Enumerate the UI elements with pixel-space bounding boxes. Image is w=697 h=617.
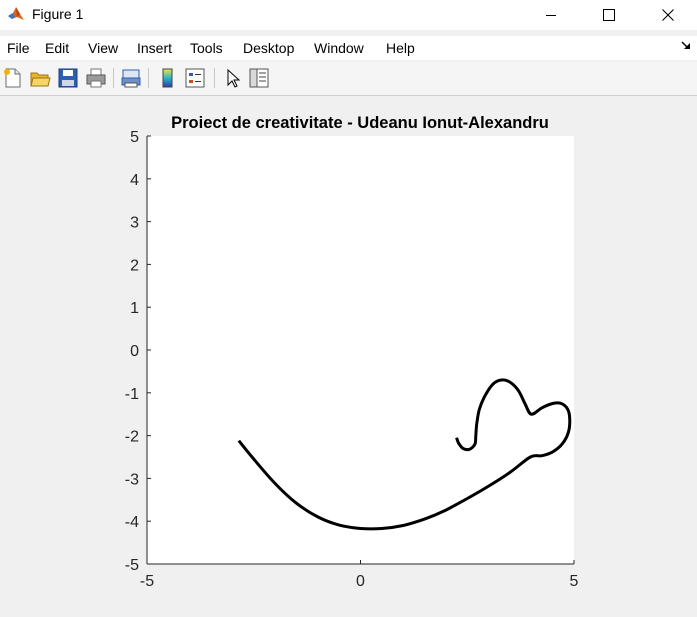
y-tick-label: 2	[130, 257, 139, 274]
axes-area[interactable]	[147, 136, 574, 564]
save-icon[interactable]	[57, 67, 79, 89]
close-button[interactable]	[645, 0, 691, 30]
open-file-icon[interactable]	[29, 67, 51, 89]
chart-title: Proiect de creativitate - Udeanu Ionut-A…	[171, 114, 549, 132]
property-editor-icon[interactable]	[248, 67, 270, 89]
y-tick-label: 4	[130, 172, 139, 189]
window-title: Figure 1	[32, 6, 84, 22]
print-icon[interactable]	[85, 67, 107, 89]
y-tick-label: 1	[130, 300, 139, 317]
select-arrow-icon[interactable]	[222, 67, 244, 89]
y-tick-label: 5	[130, 129, 139, 146]
menu-bar: File Edit View Insert Tools Desktop Wind…	[0, 36, 697, 60]
dock-arrow-icon[interactable]	[681, 40, 693, 52]
menu-tools[interactable]: Tools	[190, 40, 223, 56]
x-tick-label: 0	[356, 573, 365, 590]
title-bar: Figure 1	[0, 0, 697, 30]
minimize-button[interactable]	[528, 0, 574, 30]
toolbar-separator	[214, 68, 215, 88]
x-tick-label: 5	[570, 573, 579, 590]
menu-view[interactable]: View	[88, 40, 119, 56]
close-icon	[662, 9, 674, 21]
colorbar-icon[interactable]	[157, 67, 179, 89]
minimize-icon	[546, 15, 556, 16]
menu-window[interactable]: Window	[314, 40, 364, 56]
figure-plot: Proiect de creativitate - Udeanu Ionut-A…	[125, 114, 579, 590]
y-tick-label: -4	[125, 514, 139, 531]
toolbar-separator	[113, 68, 114, 88]
y-tick-label: 0	[130, 343, 139, 360]
menu-insert[interactable]: Insert	[137, 40, 173, 56]
new-figure-icon[interactable]	[2, 67, 24, 89]
y-tick-label: -2	[125, 429, 139, 446]
y-tick-label: -5	[125, 557, 139, 574]
matlab-logo-icon	[8, 7, 24, 20]
maximize-icon	[603, 9, 615, 21]
legend-icon[interactable]	[184, 67, 206, 89]
menu-edit[interactable]: Edit	[45, 40, 70, 56]
x-tick-label: -5	[140, 573, 154, 590]
series-line	[237, 378, 572, 531]
y-tick-label: 3	[130, 215, 139, 232]
y-tick-label: -1	[125, 386, 139, 403]
menu-help[interactable]: Help	[386, 40, 415, 56]
print-preview-icon[interactable]	[120, 67, 142, 89]
maximize-button[interactable]	[586, 0, 632, 30]
toolbar	[0, 62, 697, 96]
y-tick-label: -3	[125, 471, 139, 488]
toolbar-separator	[148, 68, 149, 88]
menu-file[interactable]: File	[7, 40, 30, 56]
menu-desktop[interactable]: Desktop	[243, 40, 295, 56]
